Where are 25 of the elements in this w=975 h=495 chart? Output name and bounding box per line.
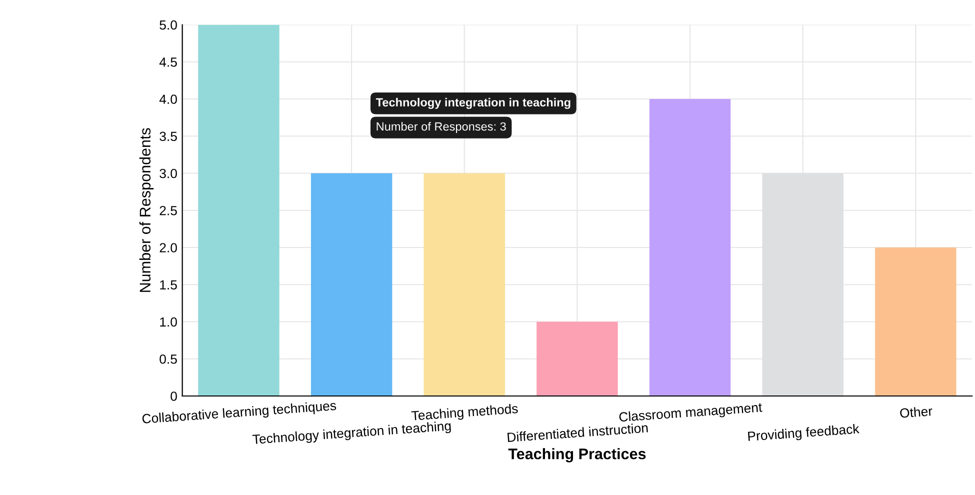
- y-tick-label: 4.5: [159, 58, 177, 67]
- bar: [536, 322, 618, 396]
- x-axis-title: Teaching Practices: [508, 448, 646, 462]
- y-tick-label: 1.5: [160, 280, 177, 290]
- y-tick-label: 1.0: [160, 317, 177, 327]
- y-tick-label: 0: [170, 392, 177, 401]
- y-tick-label: 0.5: [160, 354, 177, 364]
- annotation: Technology integration in teaching: [376, 98, 570, 109]
- y-tick-label: 5.0: [160, 20, 177, 30]
- bar: [310, 173, 392, 396]
- annotation: Number of Responses: 3: [376, 122, 506, 134]
- bar: [424, 173, 505, 396]
- bar: [875, 248, 956, 396]
- y-tick-label: 3.0: [160, 168, 177, 178]
- x-tick-label: Providing feedback: [748, 424, 860, 444]
- bar: [198, 24, 280, 396]
- x-tick-label: Differentiated instruction: [507, 422, 648, 442]
- y-axis-title: Number of Respondents: [139, 128, 154, 292]
- y-tick-label: 4.0: [159, 94, 177, 104]
- y-tick-label: 2.5: [160, 206, 177, 216]
- y-tick-label: 3.5: [160, 132, 177, 142]
- y-tick-label: 2.0: [160, 243, 177, 252]
- x-tick-label: Other: [900, 406, 933, 418]
- x-tick-label: Classroom management: [619, 402, 762, 424]
- bar: [649, 99, 731, 396]
